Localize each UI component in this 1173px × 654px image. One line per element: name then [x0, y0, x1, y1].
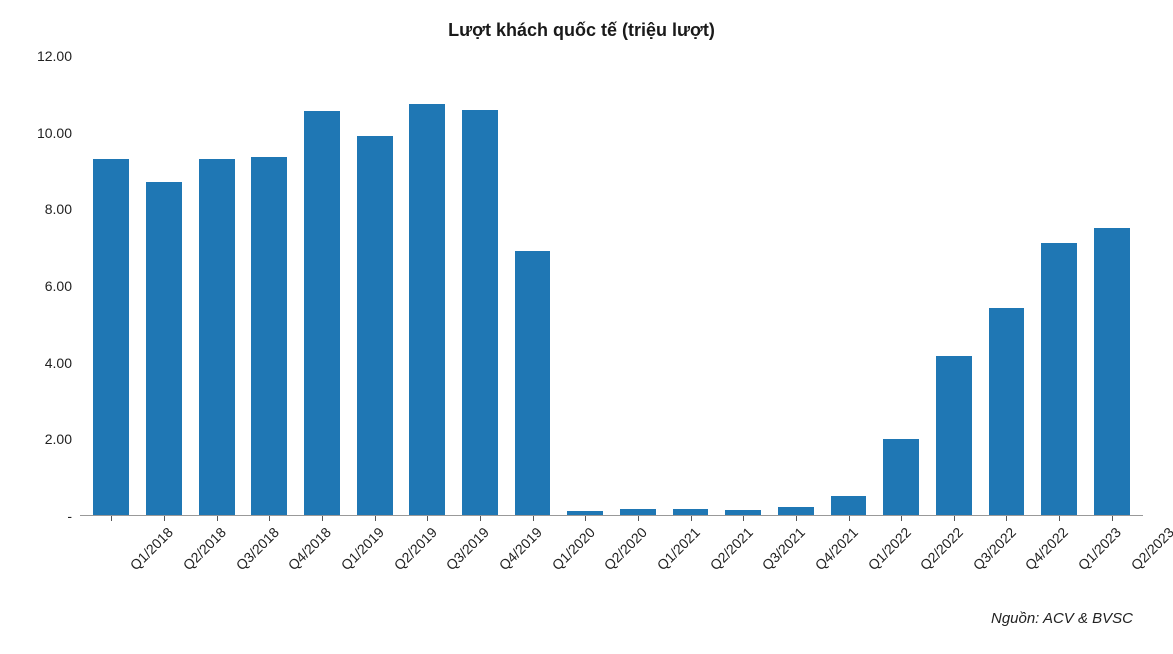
bar-slot — [559, 56, 612, 515]
x-tick-slot: Q2/2022 — [875, 516, 928, 606]
x-tick-slot: Q1/2018 — [85, 516, 138, 606]
x-tick-slot: Q1/2020 — [506, 516, 559, 606]
bar-slot — [296, 56, 349, 515]
x-tick-slot: Q3/2018 — [190, 516, 243, 606]
bar-slot — [454, 56, 507, 515]
bar-slot — [401, 56, 454, 515]
x-tick-slot: Q2/2020 — [559, 516, 612, 606]
x-tick-mark — [585, 516, 586, 521]
bar — [1041, 243, 1077, 515]
bar-slot — [770, 56, 823, 515]
chart-container: Lượt khách quốc tế (triệu lượt) 12.0010.… — [0, 0, 1173, 654]
chart-title: Lượt khách quốc tế (triệu lượt) — [20, 20, 1143, 41]
bar — [673, 509, 709, 515]
x-tick-mark — [322, 516, 323, 521]
x-tick-mark — [1112, 516, 1113, 521]
x-tick-mark — [269, 516, 270, 521]
bar — [304, 111, 340, 515]
x-tick-mark — [849, 516, 850, 521]
x-tick-mark — [375, 516, 376, 521]
x-tick-mark — [164, 516, 165, 521]
plot-area — [80, 56, 1143, 516]
x-tick-slot: Q1/2023 — [1033, 516, 1086, 606]
bar-slot — [928, 56, 981, 515]
x-tick-mark — [1006, 516, 1007, 521]
bar — [515, 251, 551, 515]
bar-slot — [822, 56, 875, 515]
x-tick-mark — [691, 516, 692, 521]
bar-slot — [85, 56, 138, 515]
x-tick-slot: Q2/2023 — [1085, 516, 1138, 606]
x-tick-mark — [533, 516, 534, 521]
bar — [146, 182, 182, 515]
bar — [357, 136, 393, 515]
bar — [883, 439, 919, 515]
x-tick-slot: Q3/2021 — [717, 516, 770, 606]
x-tick-slot: Q1/2021 — [612, 516, 665, 606]
x-tick-slot: Q2/2021 — [664, 516, 717, 606]
x-tick-label: Q2/2023 — [1128, 524, 1173, 573]
bar-slot — [875, 56, 928, 515]
bar — [725, 510, 761, 515]
bar — [620, 509, 656, 515]
x-tick-mark — [427, 516, 428, 521]
plot-row: 12.0010.008.006.004.002.00- — [20, 56, 1143, 516]
x-tick-mark — [480, 516, 481, 521]
bar — [462, 110, 498, 515]
x-tick-mark — [217, 516, 218, 521]
x-tick-slot: Q4/2018 — [243, 516, 296, 606]
x-tick-mark — [954, 516, 955, 521]
x-tick-mark — [111, 516, 112, 521]
x-tick-slot: Q3/2019 — [401, 516, 454, 606]
x-axis: Q1/2018Q2/2018Q3/2018Q4/2018Q1/2019Q2/20… — [80, 516, 1143, 606]
x-tick-slot: Q2/2018 — [138, 516, 191, 606]
x-tick-slot: Q1/2022 — [822, 516, 875, 606]
bar-slot — [190, 56, 243, 515]
x-tick-mark — [743, 516, 744, 521]
bar — [199, 159, 235, 515]
x-tick-mark — [796, 516, 797, 521]
x-tick-slot: Q1/2019 — [296, 516, 349, 606]
x-tick-slot: Q2/2019 — [348, 516, 401, 606]
bar — [1094, 228, 1130, 515]
x-tick-slot: Q4/2019 — [454, 516, 507, 606]
bar-slot — [980, 56, 1033, 515]
bar — [936, 356, 972, 515]
x-tick-mark — [1059, 516, 1060, 521]
bar-slot — [138, 56, 191, 515]
bar — [831, 496, 867, 515]
bar-slot — [243, 56, 296, 515]
x-tick-mark — [901, 516, 902, 521]
y-axis: 12.0010.008.006.004.002.00- — [20, 56, 80, 516]
x-tick-slot: Q3/2022 — [928, 516, 981, 606]
bar-slot — [612, 56, 665, 515]
bar-slot — [348, 56, 401, 515]
bar — [567, 511, 603, 515]
bar-slot — [717, 56, 770, 515]
bars-group — [80, 56, 1143, 515]
bar — [93, 159, 129, 515]
bar-slot — [1085, 56, 1138, 515]
x-tick-slot: Q4/2022 — [980, 516, 1033, 606]
x-tick-slot: Q4/2021 — [770, 516, 823, 606]
source-label: Nguồn: ACV & BVSC — [20, 610, 1143, 627]
bar-slot — [1033, 56, 1086, 515]
bar — [778, 507, 814, 515]
bar — [251, 157, 287, 515]
bar-slot — [664, 56, 717, 515]
x-tick-mark — [638, 516, 639, 521]
bar — [989, 308, 1025, 515]
bar — [409, 104, 445, 515]
bar-slot — [506, 56, 559, 515]
